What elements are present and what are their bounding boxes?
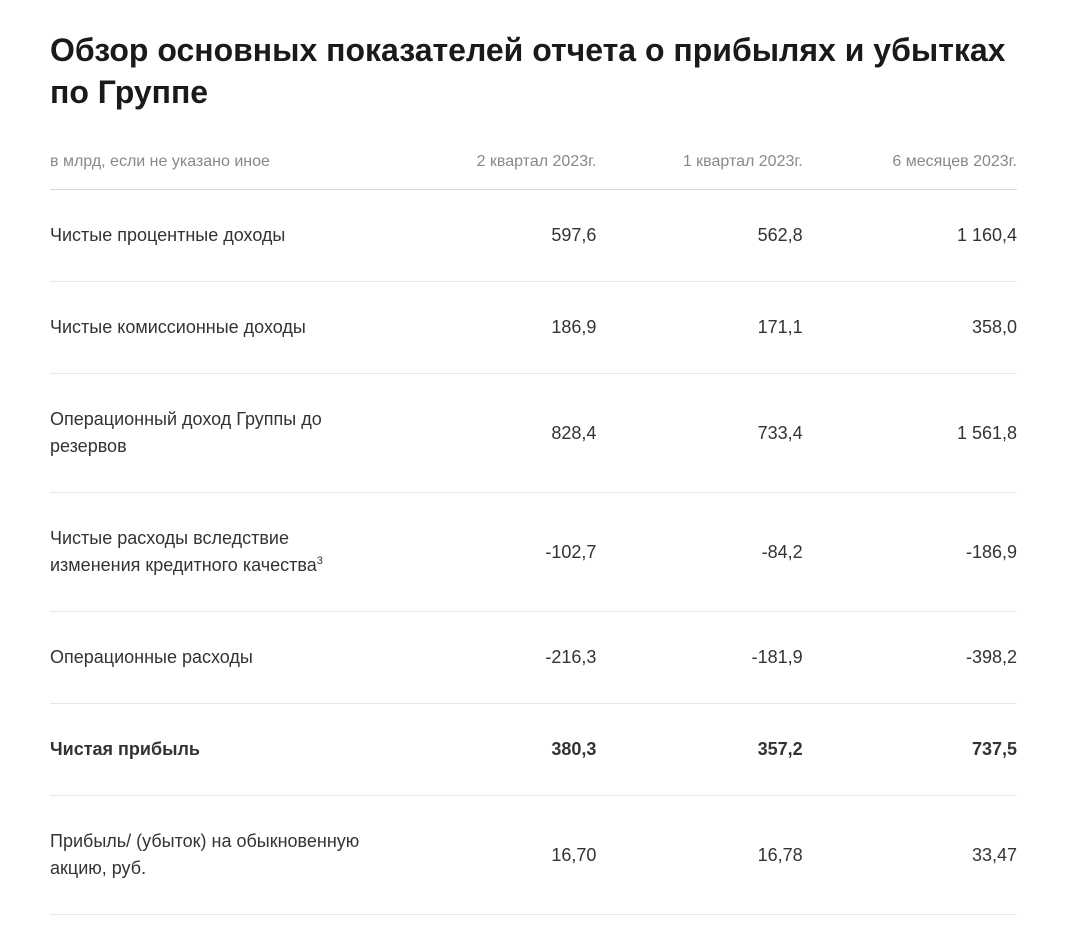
row-value: 16,70	[398, 796, 604, 915]
table-row: Прибыль/ (убыток) на обыкновенную акцию,…	[50, 796, 1017, 915]
table-body: Чистые процентные доходы 597,6562,81 160,…	[50, 190, 1017, 915]
row-label-text: Чистые процентные доходы	[50, 225, 285, 245]
column-header-6m-2023: 6 месяцев 2023г.	[811, 141, 1017, 190]
column-header-label: в млрд, если не указано иное	[50, 141, 398, 190]
row-label: Чистая прибыль	[50, 704, 398, 796]
row-value: 1 160,4	[811, 190, 1017, 282]
row-value: -398,2	[811, 612, 1017, 704]
row-label: Операционные расходы	[50, 612, 398, 704]
row-value: 733,4	[604, 374, 810, 493]
table-row: Чистые процентные доходы 597,6562,81 160,…	[50, 190, 1017, 282]
row-value: 33,47	[811, 796, 1017, 915]
row-label: Чистые расходы вследствие изменения кред…	[50, 493, 398, 612]
footnote-ref: 3	[317, 555, 323, 567]
row-value: 1 561,8	[811, 374, 1017, 493]
row-value: 597,6	[398, 190, 604, 282]
row-value: 828,4	[398, 374, 604, 493]
page-title: Обзор основных показателей отчета о приб…	[50, 30, 1017, 113]
row-value: 380,3	[398, 704, 604, 796]
row-label: Чистые комиссионные доходы	[50, 282, 398, 374]
row-label-text: Операционный доход Группы до резервов	[50, 409, 322, 456]
row-value: 186,9	[398, 282, 604, 374]
row-value: 357,2	[604, 704, 810, 796]
row-value: 358,0	[811, 282, 1017, 374]
row-label-text: Прибыль/ (убыток) на обыкновенную акцию,…	[50, 831, 359, 878]
column-header-q2-2023: 2 квартал 2023г.	[398, 141, 604, 190]
row-label: Операционный доход Группы до резервов	[50, 374, 398, 493]
row-value: 16,78	[604, 796, 810, 915]
row-label: Чистые процентные доходы	[50, 190, 398, 282]
table-row: Операционные расходы -216,3-181,9-398,2	[50, 612, 1017, 704]
column-header-q1-2023: 1 квартал 2023г.	[604, 141, 810, 190]
table-row: Чистые комиссионные доходы 186,9171,1358,…	[50, 282, 1017, 374]
table-header-row: в млрд, если не указано иное 2 квартал 2…	[50, 141, 1017, 190]
table-row: Чистые расходы вследствие изменения кред…	[50, 493, 1017, 612]
row-label-text: Чистая прибыль	[50, 739, 200, 759]
row-label-text: Операционные расходы	[50, 647, 253, 667]
row-value: -84,2	[604, 493, 810, 612]
row-value: 562,8	[604, 190, 810, 282]
table-row: Чистая прибыль 380,3357,2737,5	[50, 704, 1017, 796]
row-value: -181,9	[604, 612, 810, 704]
row-label: Прибыль/ (убыток) на обыкновенную акцию,…	[50, 796, 398, 915]
row-value: -216,3	[398, 612, 604, 704]
row-value: -186,9	[811, 493, 1017, 612]
row-label-text: Чистые расходы вследствие изменения кред…	[50, 528, 317, 575]
row-label-text: Чистые комиссионные доходы	[50, 317, 306, 337]
row-value: 171,1	[604, 282, 810, 374]
table-row: Операционный доход Группы до резервов 828…	[50, 374, 1017, 493]
row-value: -102,7	[398, 493, 604, 612]
row-value: 737,5	[811, 704, 1017, 796]
financial-table: в млрд, если не указано иное 2 квартал 2…	[50, 141, 1017, 915]
